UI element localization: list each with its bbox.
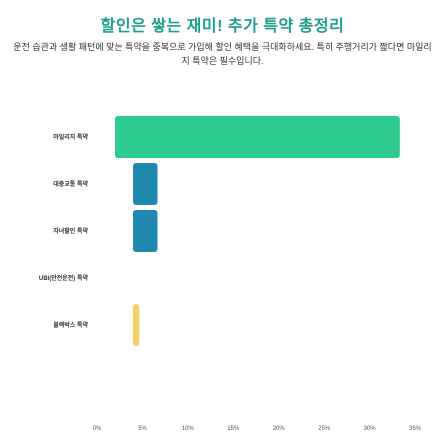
x-tick-label: 5% [138, 426, 147, 432]
category-label: 블랙박스 특약 [53, 321, 88, 329]
x-tick-label: 15% [227, 426, 240, 432]
category-label: UBI(안전운전) 특약 [39, 274, 89, 282]
x-tick-label: 10% [182, 426, 195, 432]
category-label: 자녀할인 특약 [53, 227, 88, 235]
bar [133, 163, 158, 205]
bar [115, 116, 400, 158]
x-tick-label: 0% [93, 426, 102, 432]
chart-title: 할인은 쌓는 재미! 추가 특약 총정리 [100, 18, 345, 35]
chart-description: 운전 습관과 생활 패턴에 맞는 특약을 중복으로 가입해 할인 혜택을 극대화… [13, 42, 432, 66]
category-label: 대중교통 특약 [53, 180, 88, 188]
x-tick-label: 20% [273, 426, 286, 432]
bar [133, 304, 140, 346]
bar [133, 210, 158, 252]
x-tick-label: 30% [364, 426, 377, 432]
category-label: 마일리지 특약 [53, 133, 88, 141]
x-tick-label: 35% [409, 426, 422, 432]
x-tick-label: 25% [318, 426, 331, 432]
